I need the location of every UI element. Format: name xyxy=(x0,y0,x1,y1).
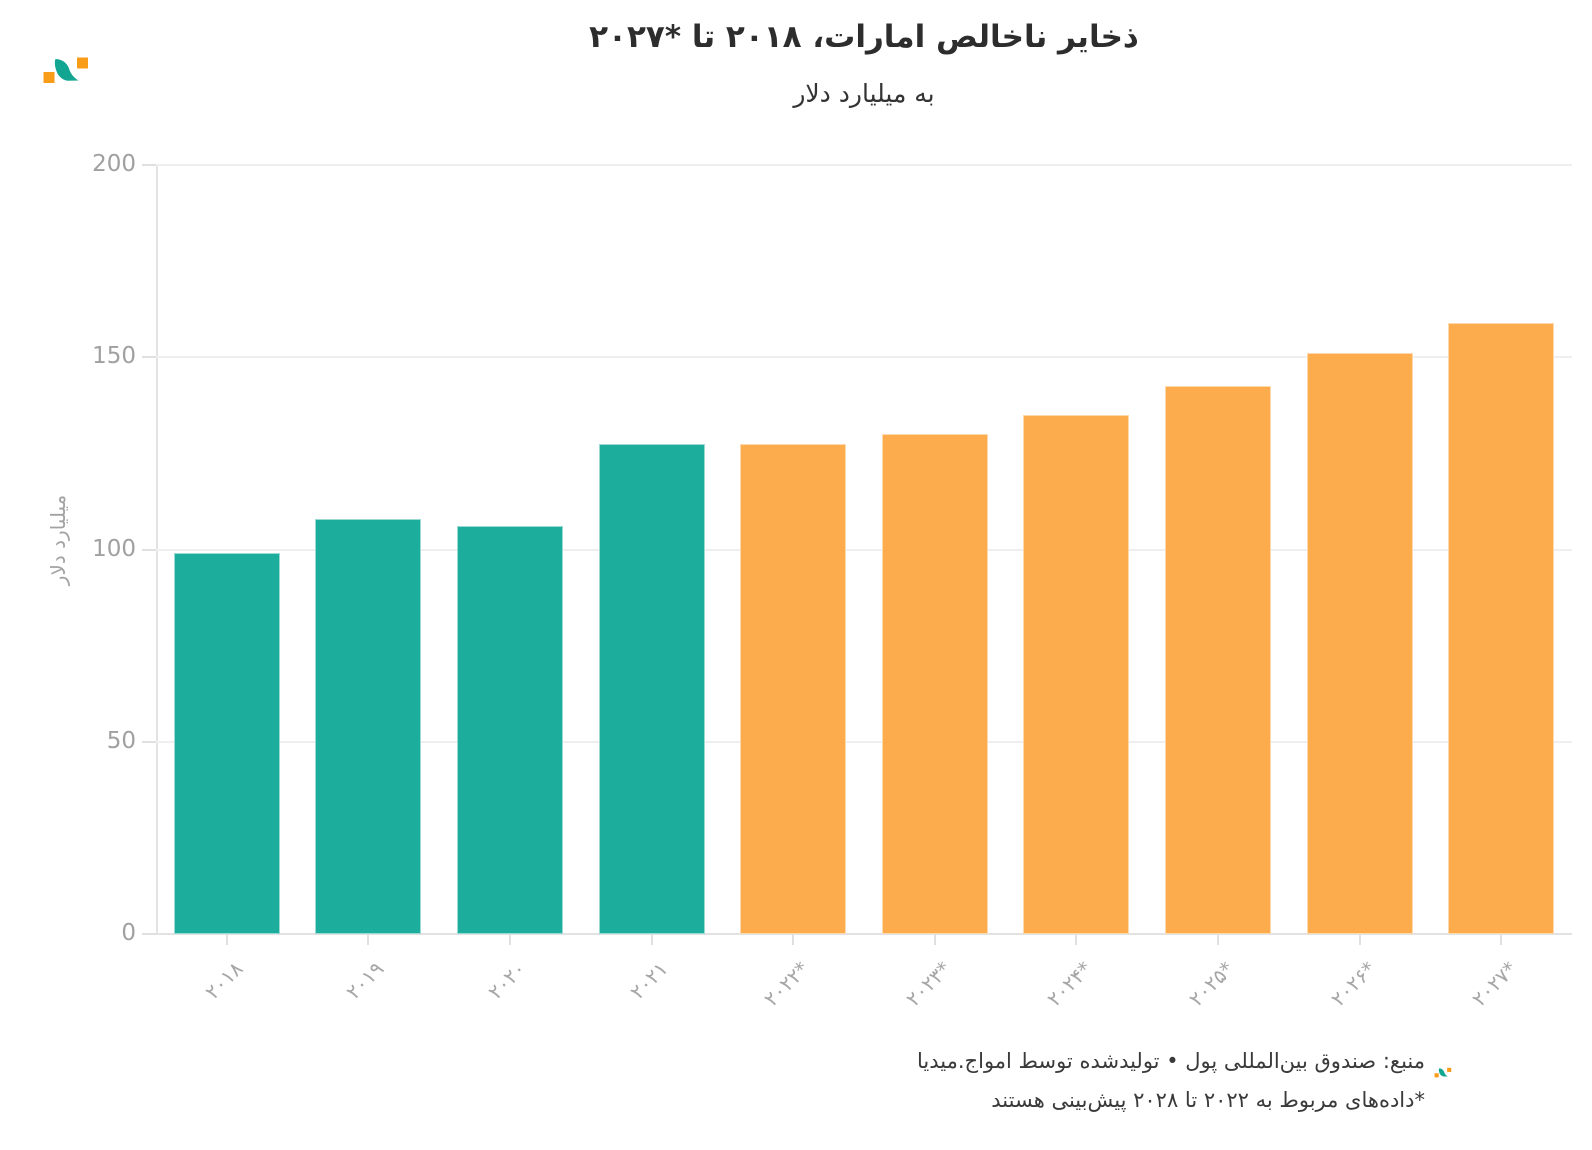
x-axis-tick-5 xyxy=(933,934,936,945)
x-axis-tick-2 xyxy=(509,934,511,945)
bar-*۲۰۲۴ xyxy=(1023,414,1130,934)
amwaj-media-logo xyxy=(42,56,90,88)
y-tick-label-100: 100 xyxy=(92,535,136,562)
footer: منبع: صندوق بین‌المللی پول • تولیدشده تو… xyxy=(917,1042,1452,1120)
x-axis-tick-4 xyxy=(792,934,795,945)
bar-*۲۰۲۵ xyxy=(1165,385,1271,934)
x-axis-tick-7 xyxy=(1217,934,1219,945)
gridline-0 xyxy=(156,933,1572,935)
x-tick-label-2: ۲۰۲۰ xyxy=(483,956,531,1004)
gridline-150 xyxy=(156,356,1572,359)
y-axis-tick-100 xyxy=(142,548,156,551)
bar-*۲۰۲۲ xyxy=(740,444,847,934)
footer-amwaj-logo xyxy=(1434,1063,1452,1082)
bar-*۲۰۲۷ xyxy=(1448,322,1555,934)
bar-*۲۰۲۶ xyxy=(1306,353,1413,934)
chart-title: ذخایر ناخالص امارات، ۲۰۱۸ تا *۲۰۲۷ xyxy=(589,19,1139,55)
plot-area xyxy=(156,164,1572,935)
x-axis-tick-0 xyxy=(225,934,228,945)
x-axis-tick-8 xyxy=(1358,934,1361,945)
gridline-200 xyxy=(156,164,1572,166)
gridline-50 xyxy=(156,740,1572,743)
x-axis-tick-6 xyxy=(1075,934,1078,945)
y-axis-tick-0 xyxy=(142,933,156,935)
x-tick-label-9: *۲۰۲۷ xyxy=(1467,956,1522,1012)
x-tick-label-4: *۲۰۲۲ xyxy=(759,956,814,1012)
y-tick-label-150: 150 xyxy=(92,343,136,370)
x-tick-label-7: *۲۰۲۵ xyxy=(1184,956,1239,1012)
bar-۲۰۱۸ xyxy=(173,553,280,934)
x-axis-tick-3 xyxy=(650,934,653,945)
footer-logo-icon xyxy=(1434,1067,1452,1078)
y-axis-title: میلیارد دلار xyxy=(46,494,70,586)
bar-۲۰۲۱ xyxy=(598,443,705,934)
y-axis-tick-150 xyxy=(142,356,156,359)
y-axis-tick-200 xyxy=(142,164,156,166)
bar-۲۰۲۰ xyxy=(457,526,563,934)
y-tick-label-200: 200 xyxy=(92,151,136,177)
x-tick-label-6: *۲۰۲۴ xyxy=(1042,956,1097,1012)
gridline-100 xyxy=(156,548,1572,551)
x-tick-label-5: *۲۰۲۳ xyxy=(900,956,956,1012)
x-tick-label-0: ۲۰۱۸ xyxy=(200,956,248,1004)
source-line: منبع: صندوق بین‌المللی پول • تولیدشده تو… xyxy=(917,1049,1425,1073)
y-tick-label-0: 0 xyxy=(121,920,136,946)
x-axis-tick-1 xyxy=(367,934,370,945)
chart-subtitle: به میلیارد دلار xyxy=(793,79,935,108)
logo-icon xyxy=(43,57,88,83)
x-tick-label-8: *۲۰۲۶ xyxy=(1325,956,1381,1012)
footer-text: منبع: صندوق بین‌المللی پول • تولیدشده تو… xyxy=(917,1042,1425,1120)
x-tick-label-3: ۲۰۲۱ xyxy=(624,956,673,1004)
bar-*۲۰۲۳ xyxy=(881,434,988,934)
y-tick-label-50: 50 xyxy=(106,727,136,754)
footnote-line: *داده‌های مربوط به ۲۰۲۲ تا ۲۰۲۸ پیش‌بینی… xyxy=(991,1088,1425,1112)
bar-۲۰۱۹ xyxy=(315,518,422,934)
x-tick-label-1: ۲۰۱۹ xyxy=(341,956,389,1004)
x-axis-tick-9 xyxy=(1500,934,1503,945)
y-axis-tick-50 xyxy=(142,740,156,743)
